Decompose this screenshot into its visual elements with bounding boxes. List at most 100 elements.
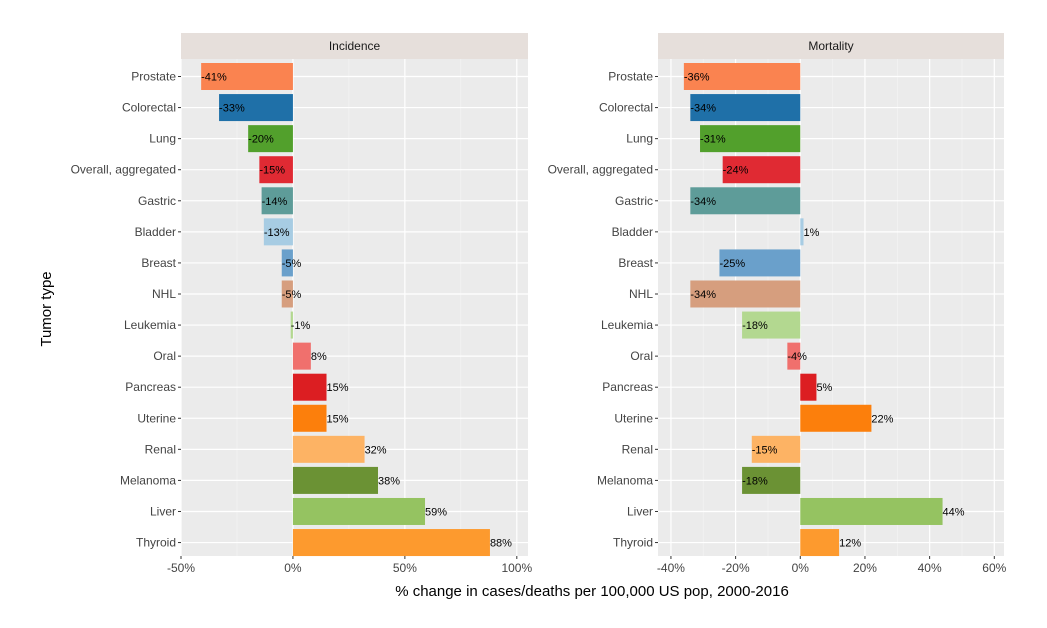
- y-tick-label: Thyroid: [136, 536, 176, 550]
- data-label: -4%: [787, 351, 807, 363]
- data-label: 38%: [378, 475, 400, 487]
- data-label: -20%: [248, 134, 274, 146]
- y-tick-label: Liver: [150, 504, 176, 518]
- bar-melanoma: [292, 466, 379, 494]
- bar-oral: [292, 342, 311, 370]
- y-tick-label: Pancreas: [125, 380, 176, 394]
- bar-overall-aggregated: [259, 156, 293, 184]
- bar-thyroid: [292, 529, 490, 557]
- bar-colorectal: [690, 94, 801, 122]
- bar-nhl: [281, 280, 293, 308]
- bar-breast: [281, 249, 293, 277]
- data-label: -31%: [700, 134, 726, 146]
- bar-liver: [292, 497, 426, 525]
- y-tick-label: Lung: [149, 132, 176, 146]
- data-label: -33%: [219, 103, 245, 115]
- data-label: -18%: [742, 320, 768, 332]
- bar-prostate: [683, 63, 801, 90]
- bar-bladder: [800, 218, 804, 246]
- y-tick-label: NHL: [152, 287, 176, 301]
- bar-colorectal: [219, 94, 293, 122]
- data-label: -15%: [259, 165, 285, 177]
- data-label: 15%: [327, 382, 349, 394]
- data-label: -34%: [690, 289, 716, 301]
- x-tick-label: -40%: [657, 561, 685, 575]
- x-tick-label: 20%: [853, 561, 877, 575]
- bar-nhl: [690, 280, 801, 308]
- data-label: -25%: [719, 258, 745, 270]
- y-tick-label: Thyroid: [613, 536, 653, 550]
- panels-layer: Incidence -41% -33% -20% -15% -14% -13% -5% -5% -…: [71, 33, 1007, 575]
- data-label: -41%: [201, 72, 227, 84]
- y-tick-label: Oral: [630, 349, 653, 363]
- y-tick-label: Colorectal: [122, 101, 176, 115]
- y-tick-label: Leukemia: [601, 318, 653, 332]
- x-tick-label: 0%: [792, 561, 810, 575]
- facet-strip: [658, 33, 1004, 59]
- y-tick-label: Melanoma: [597, 473, 653, 487]
- bar-prostate: [201, 63, 293, 90]
- data-label: -34%: [690, 196, 716, 208]
- bar-melanoma: [742, 466, 801, 494]
- bar-bladder: [263, 218, 293, 246]
- y-axis-title: Tumor type: [38, 271, 55, 346]
- data-label: -5%: [282, 289, 302, 301]
- y-tick-label: Prostate: [131, 70, 176, 84]
- bar-liver: [800, 497, 943, 525]
- data-label: 22%: [871, 413, 893, 425]
- data-label: -1%: [291, 320, 311, 332]
- x-tick-label: -20%: [722, 561, 750, 575]
- y-tick-label: Breast: [618, 256, 653, 270]
- bar-leukemia: [290, 311, 293, 339]
- facet-strip-label: Incidence: [329, 39, 381, 53]
- x-tick-label: 40%: [918, 561, 942, 575]
- data-label: 88%: [490, 538, 512, 550]
- bar-renal: [292, 435, 365, 463]
- y-tick-label: Gastric: [138, 194, 176, 208]
- y-tick-label: Leukemia: [124, 318, 176, 332]
- y-tick-label: Colorectal: [599, 101, 653, 115]
- y-tick-label: Pancreas: [602, 380, 653, 394]
- x-tick-label: 100%: [501, 561, 532, 575]
- y-tick-label: Oral: [153, 349, 176, 363]
- y-tick-label: Melanoma: [120, 473, 176, 487]
- data-label: 8%: [311, 351, 327, 363]
- y-tick-label: Liver: [627, 504, 653, 518]
- bar-gastric: [690, 187, 801, 215]
- x-tick-label: 0%: [284, 561, 302, 575]
- bar-lung: [248, 125, 293, 153]
- x-tick-label: -50%: [167, 561, 195, 575]
- data-label: 5%: [816, 382, 832, 394]
- bar-renal: [751, 435, 801, 463]
- bar-uterine: [800, 404, 872, 432]
- y-tick-label: Overall, aggregated: [71, 163, 176, 177]
- y-tick-label: Lung: [626, 132, 653, 146]
- y-tick-label: Renal: [145, 442, 176, 456]
- panel-incidence: Incidence -41% -33% -20% -15% -14% -13% -5% -5% -…: [71, 33, 532, 575]
- data-label: 15%: [327, 413, 349, 425]
- x-tick-label: 50%: [393, 561, 417, 575]
- panel-mortality: Mortality -36% -34% -31% -24% -34% 1% -25% -34% -…: [548, 33, 1007, 575]
- y-tick-label: Gastric: [615, 194, 653, 208]
- bar-pancreas: [292, 373, 327, 401]
- x-axis-title: % change in cases/deaths per 100,000 US …: [395, 583, 789, 600]
- y-tick-label: Overall, aggregated: [548, 163, 653, 177]
- bar-breast: [719, 249, 801, 277]
- y-tick-label: Uterine: [137, 411, 176, 425]
- bar-thyroid: [800, 529, 840, 557]
- y-tick-label: Renal: [622, 442, 653, 456]
- bar-lung: [700, 125, 801, 153]
- data-label: 44%: [943, 506, 965, 518]
- data-label: 32%: [365, 444, 387, 456]
- data-label: -36%: [684, 72, 710, 84]
- bar-overall-aggregated: [722, 156, 801, 184]
- y-tick-label: Breast: [141, 256, 176, 270]
- data-label: 59%: [425, 506, 447, 518]
- data-label: -15%: [752, 444, 778, 456]
- bar-uterine: [292, 404, 327, 432]
- data-label: 1%: [804, 227, 820, 239]
- y-tick-label: Uterine: [614, 411, 653, 425]
- data-label: -18%: [742, 475, 768, 487]
- facet-strip: [181, 33, 528, 59]
- data-label: -24%: [723, 165, 749, 177]
